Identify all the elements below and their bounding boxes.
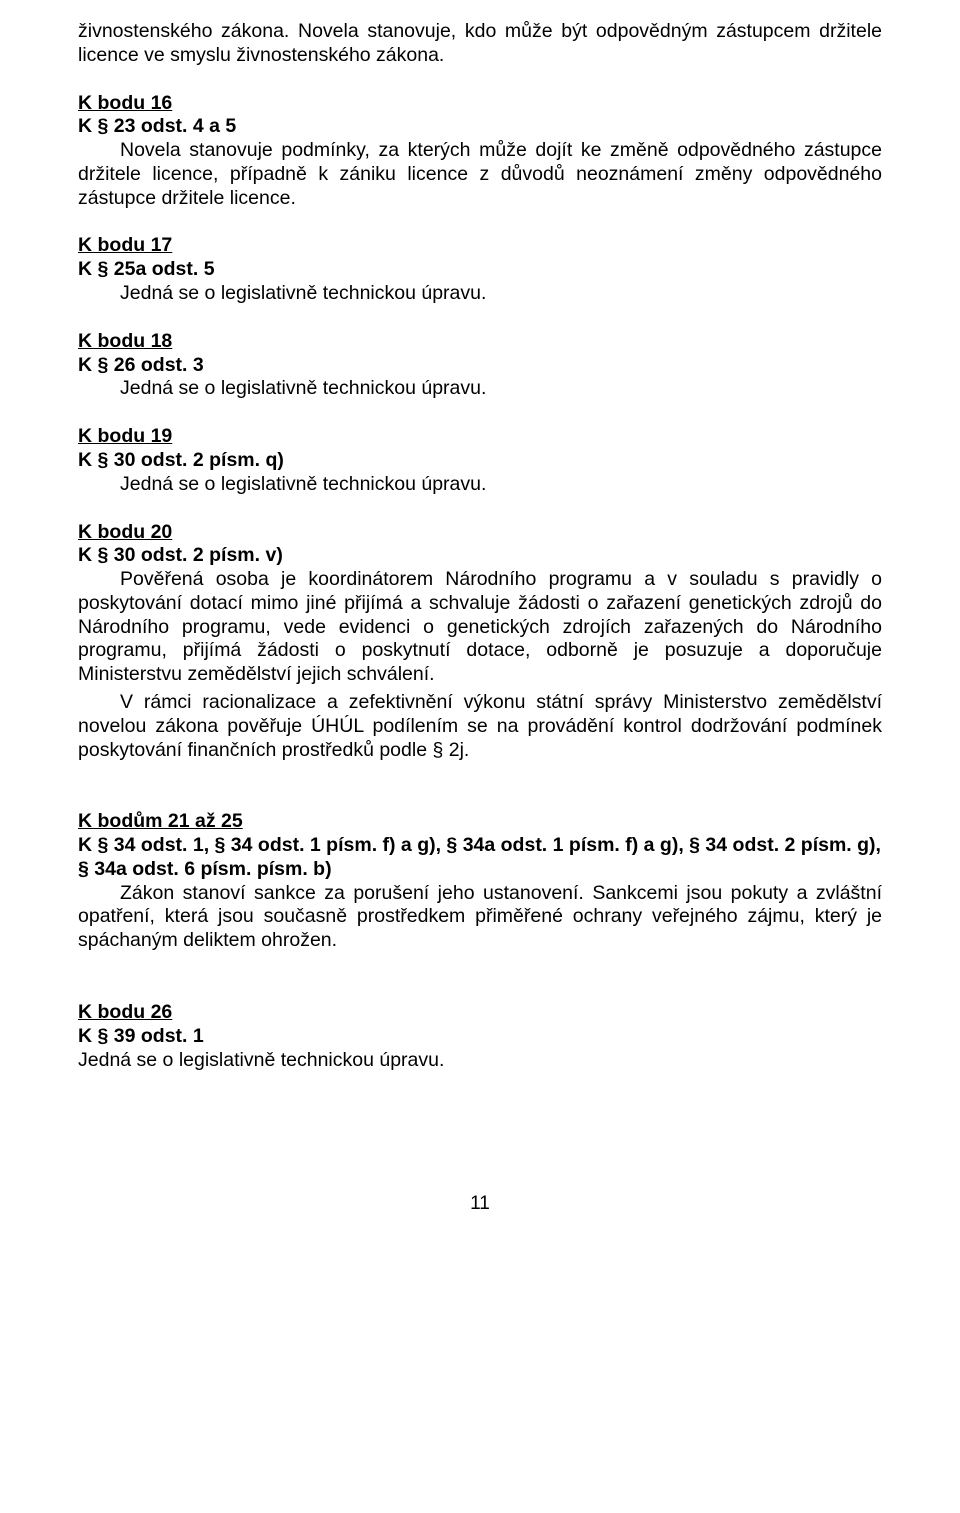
intro-text: živnostenského zákona. Novela stanovuje,… xyxy=(78,20,882,68)
section-18: K bodu 18 K § 26 odst. 3 Jedná se o legi… xyxy=(78,330,882,401)
section-16-subheading: K § 23 odst. 4 a 5 xyxy=(78,115,882,139)
section-17-subheading: K § 25a odst. 5 xyxy=(78,258,882,282)
section-21-25-body: Zákon stanoví sankce za porušení jeho us… xyxy=(78,882,882,953)
section-18-body: Jedná se o legislativně technickou úprav… xyxy=(120,377,882,401)
section-17-body: Jedná se o legislativně technickou úprav… xyxy=(120,282,882,306)
section-21-25-heading: K bodům 21 až 25 xyxy=(78,810,882,834)
section-20-body1: Pověřená osoba je koordinátorem Národníh… xyxy=(78,568,882,687)
section-26: K bodu 26 K § 39 odst. 1 Jedná se o legi… xyxy=(78,1001,882,1072)
section-19: K bodu 19 K § 30 odst. 2 písm. q) Jedná … xyxy=(78,425,882,496)
section-26-subheading: K § 39 odst. 1 xyxy=(78,1025,882,1049)
section-20-body2: V rámci racionalizace a zefektivnění výk… xyxy=(78,691,882,762)
page-number: 11 xyxy=(78,1192,882,1215)
section-18-subheading: K § 26 odst. 3 xyxy=(78,354,882,378)
section-26-heading: K bodu 26 xyxy=(78,1001,882,1025)
section-21-25: K bodům 21 až 25 K § 34 odst. 1, § 34 od… xyxy=(78,810,882,953)
section-20: K bodu 20 K § 30 odst. 2 písm. v) Pověře… xyxy=(78,521,882,763)
section-16-body: Novela stanovuje podmínky, za kterých mů… xyxy=(78,139,882,210)
section-21-25-subheading: K § 34 odst. 1, § 34 odst. 1 písm. f) a … xyxy=(78,834,882,882)
intro-section: živnostenského zákona. Novela stanovuje,… xyxy=(78,20,882,68)
section-18-heading: K bodu 18 xyxy=(78,330,882,354)
section-19-body: Jedná se o legislativně technickou úprav… xyxy=(120,473,882,497)
section-20-heading: K bodu 20 xyxy=(78,521,882,545)
section-17-heading: K bodu 17 xyxy=(78,234,882,258)
section-16: K bodu 16 K § 23 odst. 4 a 5 Novela stan… xyxy=(78,92,882,211)
section-17: K bodu 17 K § 25a odst. 5 Jedná se o leg… xyxy=(78,234,882,305)
section-20-subheading: K § 30 odst. 2 písm. v) xyxy=(78,544,882,568)
section-26-body: Jedná se o legislativně technickou úprav… xyxy=(78,1049,882,1073)
section-19-heading: K bodu 19 xyxy=(78,425,882,449)
section-19-subheading: K § 30 odst. 2 písm. q) xyxy=(78,449,882,473)
section-16-heading: K bodu 16 xyxy=(78,92,882,116)
